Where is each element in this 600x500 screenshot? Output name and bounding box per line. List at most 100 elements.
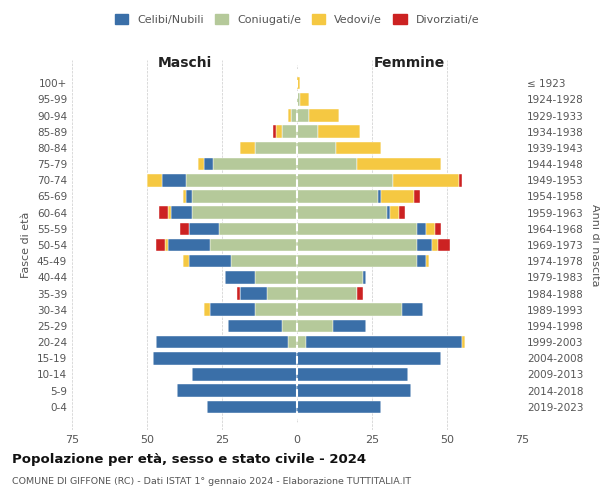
Bar [177,384,297,397]
Bar [297,158,357,170]
Bar [297,368,408,381]
Bar [297,255,417,268]
Bar [297,206,387,219]
Bar [291,109,297,122]
Bar [297,190,378,203]
Bar [225,271,255,283]
Bar [381,190,414,203]
Bar [186,190,192,203]
Bar [417,255,426,268]
Bar [192,190,297,203]
Bar [282,320,297,332]
Bar [438,238,450,252]
Bar [399,206,405,219]
Bar [288,336,297,348]
Bar [333,320,366,332]
Bar [186,174,297,186]
Bar [180,222,189,235]
Bar [189,255,231,268]
Y-axis label: Anni di nascita: Anni di nascita [590,204,600,286]
Bar [273,126,276,138]
Bar [297,352,441,364]
Bar [168,206,171,219]
Bar [297,77,300,90]
Bar [363,271,366,283]
Bar [435,222,441,235]
Bar [336,142,381,154]
Bar [432,238,438,252]
Bar [417,222,426,235]
Bar [183,255,189,268]
Bar [393,174,459,186]
Bar [390,206,399,219]
Bar [297,271,363,283]
Bar [417,238,432,252]
Bar [282,126,297,138]
Bar [297,142,336,154]
Bar [387,206,390,219]
Legend: Celibi/Nubili, Coniugati/e, Vedovi/e, Divorziati/e: Celibi/Nubili, Coniugati/e, Vedovi/e, Di… [115,14,479,24]
Bar [297,126,318,138]
Bar [213,158,297,170]
Bar [318,126,360,138]
Bar [231,255,297,268]
Bar [267,287,297,300]
Bar [171,206,192,219]
Bar [237,287,240,300]
Text: Femmine: Femmine [374,56,445,70]
Bar [297,109,309,122]
Y-axis label: Fasce di età: Fasce di età [22,212,31,278]
Bar [192,206,297,219]
Bar [300,93,309,106]
Bar [219,222,297,235]
Bar [156,336,288,348]
Bar [165,238,168,252]
Bar [210,238,297,252]
Bar [426,255,429,268]
Bar [297,174,393,186]
Bar [228,320,282,332]
Bar [459,174,462,186]
Bar [378,190,381,203]
Bar [297,93,300,106]
Bar [159,206,168,219]
Bar [156,238,165,252]
Bar [297,320,333,332]
Bar [255,304,297,316]
Bar [210,304,255,316]
Bar [357,287,363,300]
Bar [297,384,411,397]
Bar [288,109,291,122]
Bar [357,158,441,170]
Bar [462,336,465,348]
Text: Popolazione per età, sesso e stato civile - 2024: Popolazione per età, sesso e stato civil… [12,452,366,466]
Bar [207,400,297,413]
Bar [297,400,381,413]
Bar [297,304,402,316]
Bar [297,238,417,252]
Bar [153,352,297,364]
Bar [276,126,282,138]
Bar [297,287,357,300]
Text: Maschi: Maschi [157,56,212,70]
Bar [147,174,162,186]
Bar [198,158,204,170]
Bar [189,222,219,235]
Bar [306,336,462,348]
Bar [402,304,423,316]
Bar [309,109,339,122]
Bar [240,142,255,154]
Bar [255,271,297,283]
Bar [162,174,186,186]
Bar [240,287,267,300]
Bar [204,304,210,316]
Bar [297,336,306,348]
Bar [204,158,213,170]
Bar [414,190,420,203]
Text: COMUNE DI GIFFONE (RC) - Dati ISTAT 1° gennaio 2024 - Elaborazione TUTTITALIA.IT: COMUNE DI GIFFONE (RC) - Dati ISTAT 1° g… [12,478,411,486]
Bar [255,142,297,154]
Bar [297,222,417,235]
Bar [168,238,210,252]
Bar [426,222,435,235]
Bar [183,190,186,203]
